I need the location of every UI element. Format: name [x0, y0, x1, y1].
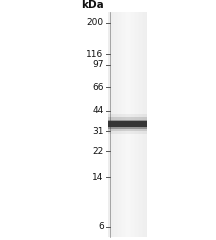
Bar — [108, 114, 147, 134]
Bar — [130, 12, 131, 237]
Bar — [108, 120, 147, 128]
Text: 66: 66 — [92, 83, 104, 92]
Text: 14: 14 — [92, 173, 104, 182]
Bar — [120, 12, 121, 237]
Bar — [142, 12, 143, 237]
Bar — [114, 12, 116, 237]
Bar — [134, 12, 135, 237]
Bar — [111, 12, 112, 237]
Bar — [108, 117, 147, 132]
Bar — [113, 12, 114, 237]
Bar — [116, 12, 117, 237]
Bar — [144, 12, 146, 237]
Bar — [131, 12, 133, 237]
Bar — [108, 121, 147, 127]
Text: 6: 6 — [98, 222, 104, 231]
Text: 200: 200 — [87, 18, 104, 27]
Bar — [125, 12, 126, 237]
Bar — [135, 12, 137, 237]
Bar — [143, 12, 144, 237]
Text: 116: 116 — [86, 50, 104, 59]
Bar — [133, 12, 134, 237]
Text: 97: 97 — [92, 60, 104, 69]
Bar — [117, 12, 118, 237]
Bar — [122, 12, 124, 237]
Text: 31: 31 — [92, 127, 104, 136]
Bar — [139, 12, 140, 237]
Bar — [109, 12, 111, 237]
Bar — [129, 12, 130, 237]
Bar — [137, 12, 138, 237]
Bar — [108, 12, 109, 237]
Text: 22: 22 — [92, 147, 104, 156]
Bar — [124, 12, 125, 237]
Text: kDa: kDa — [81, 0, 104, 10]
Text: 44: 44 — [92, 106, 104, 115]
Bar — [126, 12, 127, 237]
Bar — [138, 12, 139, 237]
Bar — [140, 12, 142, 237]
Bar — [127, 12, 129, 237]
Bar — [146, 12, 147, 237]
Bar — [118, 12, 120, 237]
Bar — [121, 12, 122, 237]
Bar — [112, 12, 113, 237]
